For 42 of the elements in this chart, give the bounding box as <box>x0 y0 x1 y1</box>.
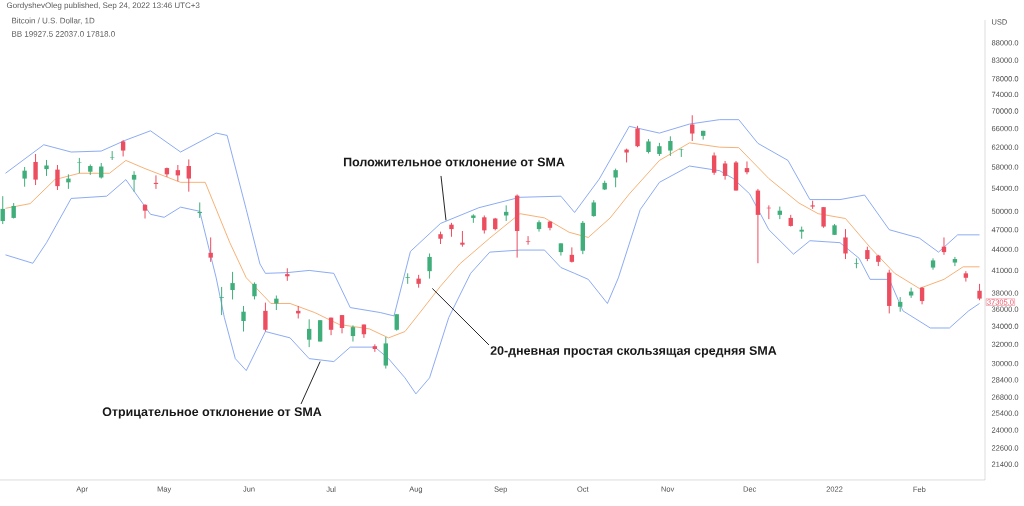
candlestick <box>821 206 826 229</box>
candlestick <box>241 305 246 333</box>
candlestick <box>230 271 235 300</box>
candlestick <box>635 125 640 148</box>
candlestick <box>219 286 224 316</box>
candlestick <box>536 219 542 233</box>
candlestick <box>908 287 914 299</box>
candlestick <box>142 203 148 220</box>
candlestick <box>405 272 410 285</box>
candlestick <box>208 236 213 263</box>
line-series <box>5 119 980 317</box>
candlestick <box>307 318 312 348</box>
candlestick <box>690 114 695 142</box>
candlestick <box>525 235 531 246</box>
candlestick <box>263 302 268 333</box>
candlestick <box>55 164 60 191</box>
candlestick <box>372 343 378 353</box>
candlestick <box>711 152 717 176</box>
candlestick <box>569 246 575 264</box>
candlestick <box>339 314 345 334</box>
candlestick <box>383 336 388 370</box>
candlestick <box>33 153 38 186</box>
candlestick <box>131 170 137 193</box>
candlestick <box>668 135 673 157</box>
line-series <box>5 165 980 395</box>
candlestick <box>186 158 191 193</box>
candlestick <box>350 324 356 343</box>
candlestick <box>77 157 82 174</box>
candlestick <box>952 256 958 267</box>
annotation: 20-дневная простая скользящая средняя SMA <box>490 346 777 358</box>
candlestick <box>963 270 969 283</box>
candlestick <box>854 257 859 269</box>
candlestick <box>0 195 5 225</box>
candlestick <box>482 214 487 235</box>
candlestick <box>22 166 27 188</box>
candlestick <box>427 252 432 280</box>
candlestick <box>317 319 323 343</box>
candlestick <box>843 228 848 260</box>
annotation: Отрицательное отклонение от SMA <box>102 407 322 419</box>
candlestick <box>722 160 728 181</box>
annotation: Положительное отклонение от SMA <box>343 157 565 167</box>
candlestick <box>613 168 618 188</box>
